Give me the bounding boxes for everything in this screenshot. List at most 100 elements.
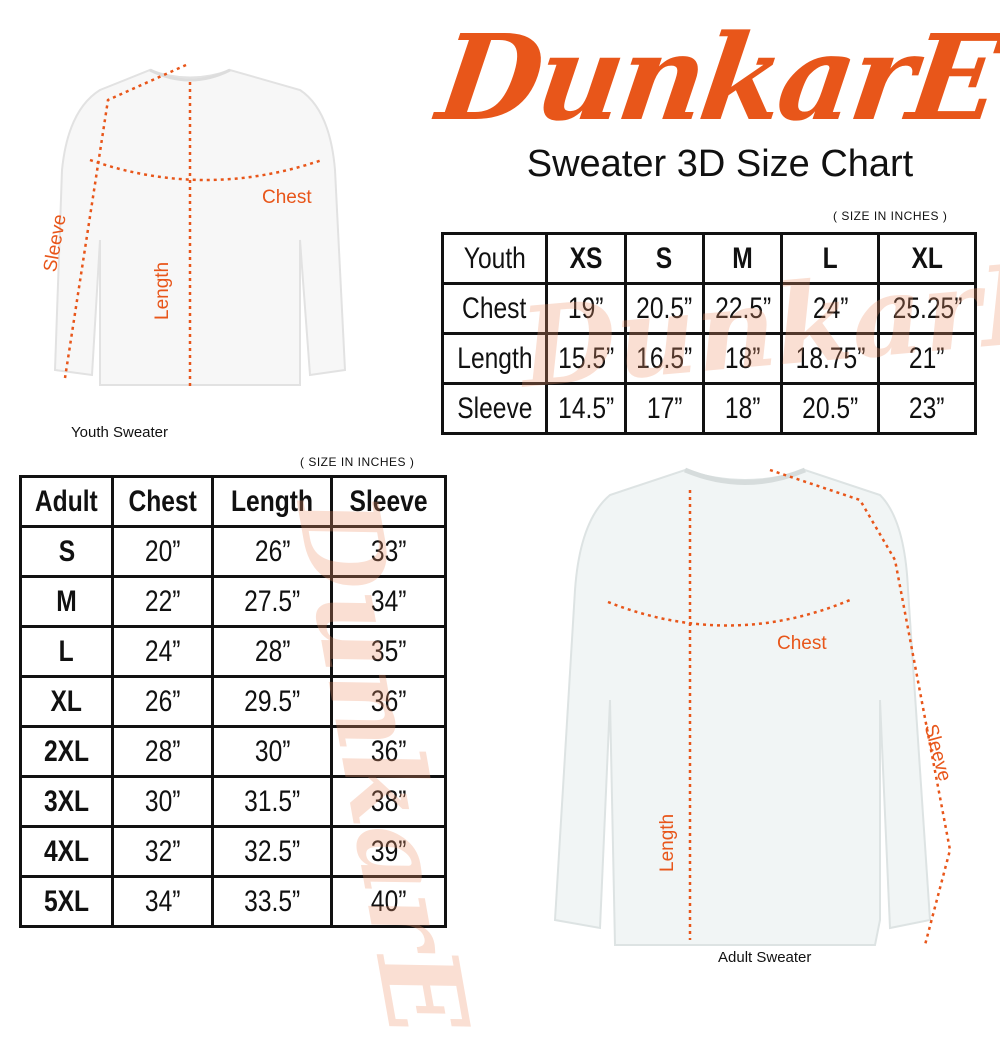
cell-text: 22.5” <box>714 291 771 325</box>
value-cell: 35” <box>330 625 447 678</box>
value-cell: 27.5” <box>211 575 334 628</box>
cell-text: Sleeve <box>349 484 428 518</box>
value-cell: 38” <box>330 775 447 828</box>
cell-text: 36” <box>370 684 407 718</box>
row-label-cell: 4XL <box>18 825 115 878</box>
adult-chest-label: Chest <box>777 633 827 654</box>
value-cell: 18” <box>701 382 784 435</box>
value-cell: 29.5” <box>211 675 334 728</box>
table-row: 4XL 32” 32.5” 39” <box>18 825 447 878</box>
row-label-cell: Length <box>440 332 549 385</box>
cell-text: 36” <box>370 734 407 768</box>
cell-text: 25.25” <box>892 291 962 325</box>
cell-text: XL <box>911 241 943 275</box>
header-cell: XS <box>545 232 627 285</box>
row-label-cell: XL <box>18 675 115 728</box>
table-row: Chest 19” 20.5” 22.5” 24” 25.25” <box>440 282 977 335</box>
brand-logo: DunkarE <box>430 8 1000 147</box>
youth-chest-line <box>89 158 323 182</box>
value-cell: 26” <box>111 675 215 728</box>
cell-text: 30” <box>144 784 181 818</box>
value-cell: 36” <box>330 725 447 778</box>
adult-size-table: Adult Chest Length Sleeve S 20” 26” 33” M 22” 27.5… <box>18 475 447 928</box>
cell-text: L <box>822 241 838 275</box>
value-cell: 24” <box>111 625 215 678</box>
table-row: 5XL 34” 33.5” 40” <box>18 875 447 928</box>
cell-text: Chest <box>128 484 197 518</box>
adult-sweater-caption: Adult Sweater <box>718 949 812 966</box>
cell-text: 20.5” <box>636 291 693 325</box>
cell-text: 40” <box>370 884 407 918</box>
cell-text: 28” <box>144 734 181 768</box>
value-cell: 20.5” <box>780 382 881 435</box>
cell-text: 28” <box>254 634 291 668</box>
cell-text: Youth <box>463 241 526 275</box>
cell-text: 30” <box>254 734 291 768</box>
table-row: 3XL 30” 31.5” 38” <box>18 775 447 828</box>
row-label-cell: Chest <box>440 282 549 335</box>
cell-text: 34” <box>144 884 181 918</box>
cell-text: Adult <box>35 484 99 518</box>
cell-text: 17” <box>646 391 683 425</box>
value-cell: 17” <box>623 382 705 435</box>
cell-text: Sleeve <box>456 391 533 425</box>
adult-sleeve-line <box>769 468 952 946</box>
table-row: M 22” 27.5” 34” <box>18 575 447 628</box>
row-label-cell: 3XL <box>18 775 115 828</box>
header-cell: S <box>623 232 705 285</box>
header-cell: Youth <box>440 232 549 285</box>
header-cell: Chest <box>111 475 215 528</box>
cell-text: 32” <box>144 834 181 868</box>
value-cell: 32” <box>111 825 215 878</box>
value-cell: 26” <box>211 525 334 578</box>
value-cell: 33.5” <box>211 875 334 928</box>
youth-sleeve-line <box>63 63 187 379</box>
cell-text: 24” <box>144 634 181 668</box>
table-row: XL 26” 29.5” 36” <box>18 675 447 728</box>
cell-text: 19” <box>568 291 604 325</box>
cell-text: 34” <box>370 584 407 618</box>
youth-sweater-shape <box>53 68 347 386</box>
value-cell: 20” <box>111 525 215 578</box>
value-cell: 16.5” <box>623 332 705 385</box>
value-cell: 24” <box>780 282 881 335</box>
value-cell: 18.75” <box>780 332 881 385</box>
value-cell: 20.5” <box>623 282 705 335</box>
cell-text: XS <box>569 241 603 275</box>
value-cell: 36” <box>330 675 447 728</box>
cell-text: 3XL <box>44 784 90 818</box>
youth-sweater-illustration <box>53 63 347 388</box>
value-cell: 18” <box>701 332 784 385</box>
table-row: L 24” 28” 35” <box>18 625 447 678</box>
value-cell: 28” <box>111 725 215 778</box>
header-cell: Length <box>211 475 334 528</box>
cell-text: 33” <box>370 534 407 568</box>
table-row: S 20” 26” 33” <box>18 525 447 578</box>
cell-text: 20.5” <box>802 391 859 425</box>
row-label-cell: 2XL <box>18 725 115 778</box>
value-cell: 23” <box>877 382 977 435</box>
cell-text: 2XL <box>44 734 90 768</box>
cell-text: S <box>656 241 673 275</box>
cell-text: Length <box>231 484 314 518</box>
header-cell: M <box>701 232 784 285</box>
value-cell: 22” <box>111 575 215 628</box>
cell-text: 21” <box>909 341 945 375</box>
row-label-cell: 5XL <box>18 875 115 928</box>
youth-units-note: ( SIZE IN INCHES ) <box>833 209 948 223</box>
cell-text: 18.75” <box>795 341 866 375</box>
cell-text: 23” <box>909 391 945 425</box>
cell-text: 27.5” <box>244 584 301 618</box>
cell-text: 32.5” <box>244 834 301 868</box>
value-cell: 30” <box>211 725 334 778</box>
value-cell: 34” <box>111 875 215 928</box>
cell-text: 22” <box>144 584 181 618</box>
cell-text: Length <box>456 341 533 375</box>
row-label-cell: Sleeve <box>440 382 549 435</box>
value-cell: 19” <box>545 282 627 335</box>
cell-text: L <box>59 634 75 668</box>
table-row: Sleeve 14.5” 17” 18” 20.5” 23” <box>440 382 977 435</box>
cell-text: 29.5” <box>244 684 301 718</box>
value-cell: 39” <box>330 825 447 878</box>
cell-text: 33.5” <box>244 884 301 918</box>
